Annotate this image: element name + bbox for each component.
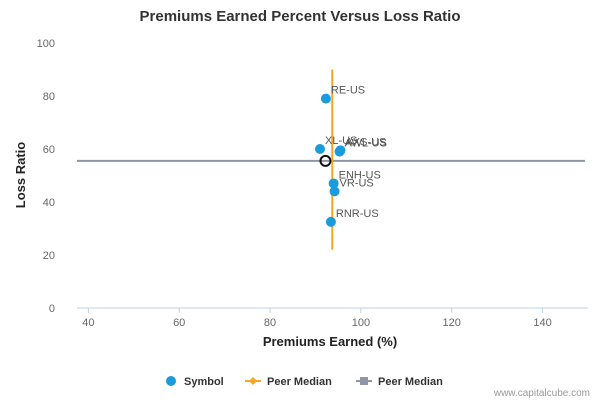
data-point-label: VR-US: [340, 177, 374, 189]
y-tick-label: 20: [43, 250, 55, 262]
data-point: [325, 216, 336, 227]
legend-peer-median-x-label: Peer Median: [267, 376, 332, 388]
legend: Symbol Peer Median Peer Median: [166, 376, 443, 388]
x-tick-label: 100: [352, 317, 370, 329]
x-tick-label: 60: [173, 317, 185, 329]
credit-text: www.capitalcube.com: [493, 388, 590, 399]
y-tick-label: 0: [49, 303, 55, 315]
legend-peer-median-y-marker: [360, 377, 368, 385]
data-point: [320, 93, 331, 104]
chart-title: Premiums Earned Percent Versus Loss Rati…: [140, 8, 461, 25]
plot-area: 40 60 80 100 120 140 0 20 40 60 80 100 RE-US XL-USAXS…: [37, 38, 588, 329]
median-marker: [319, 154, 332, 167]
data-point-label: RNR-US: [336, 208, 379, 220]
y-tick-label: 40: [43, 197, 55, 209]
legend-symbol-label: Symbol: [184, 376, 224, 388]
y-axis-title: Loss Ratio: [13, 142, 28, 209]
legend-item-peer-median-x[interactable]: Peer Median: [245, 376, 332, 388]
data-point: [334, 146, 345, 157]
x-tick-label: 140: [533, 317, 551, 329]
legend-symbol-marker: [166, 376, 176, 386]
data-point-label: AXS-US: [345, 136, 386, 148]
y-tick-label: 60: [43, 144, 55, 156]
legend-peer-median-x-marker: [249, 377, 257, 385]
x-tick-label: 120: [443, 317, 461, 329]
data-point-label: RE-US: [331, 85, 365, 97]
data-point: [315, 144, 326, 154]
x-axis-title: Premiums Earned (%): [263, 334, 397, 349]
data-point: [328, 178, 339, 189]
data-point-label: XL-US: [325, 135, 357, 147]
data-point-label: ENH-US: [339, 169, 381, 181]
legend-item-symbol[interactable]: Symbol: [166, 376, 224, 388]
x-tick-label: 40: [82, 317, 94, 329]
legend-peer-median-y-label: Peer Median: [378, 376, 443, 388]
data-point-label: AWL-US: [345, 138, 387, 150]
y-tick-label: 80: [43, 91, 55, 103]
data-point: [329, 186, 340, 197]
x-tick-label: 80: [264, 317, 276, 329]
legend-item-peer-median-y[interactable]: Peer Median: [356, 376, 443, 388]
y-tick-label: 100: [37, 38, 55, 50]
